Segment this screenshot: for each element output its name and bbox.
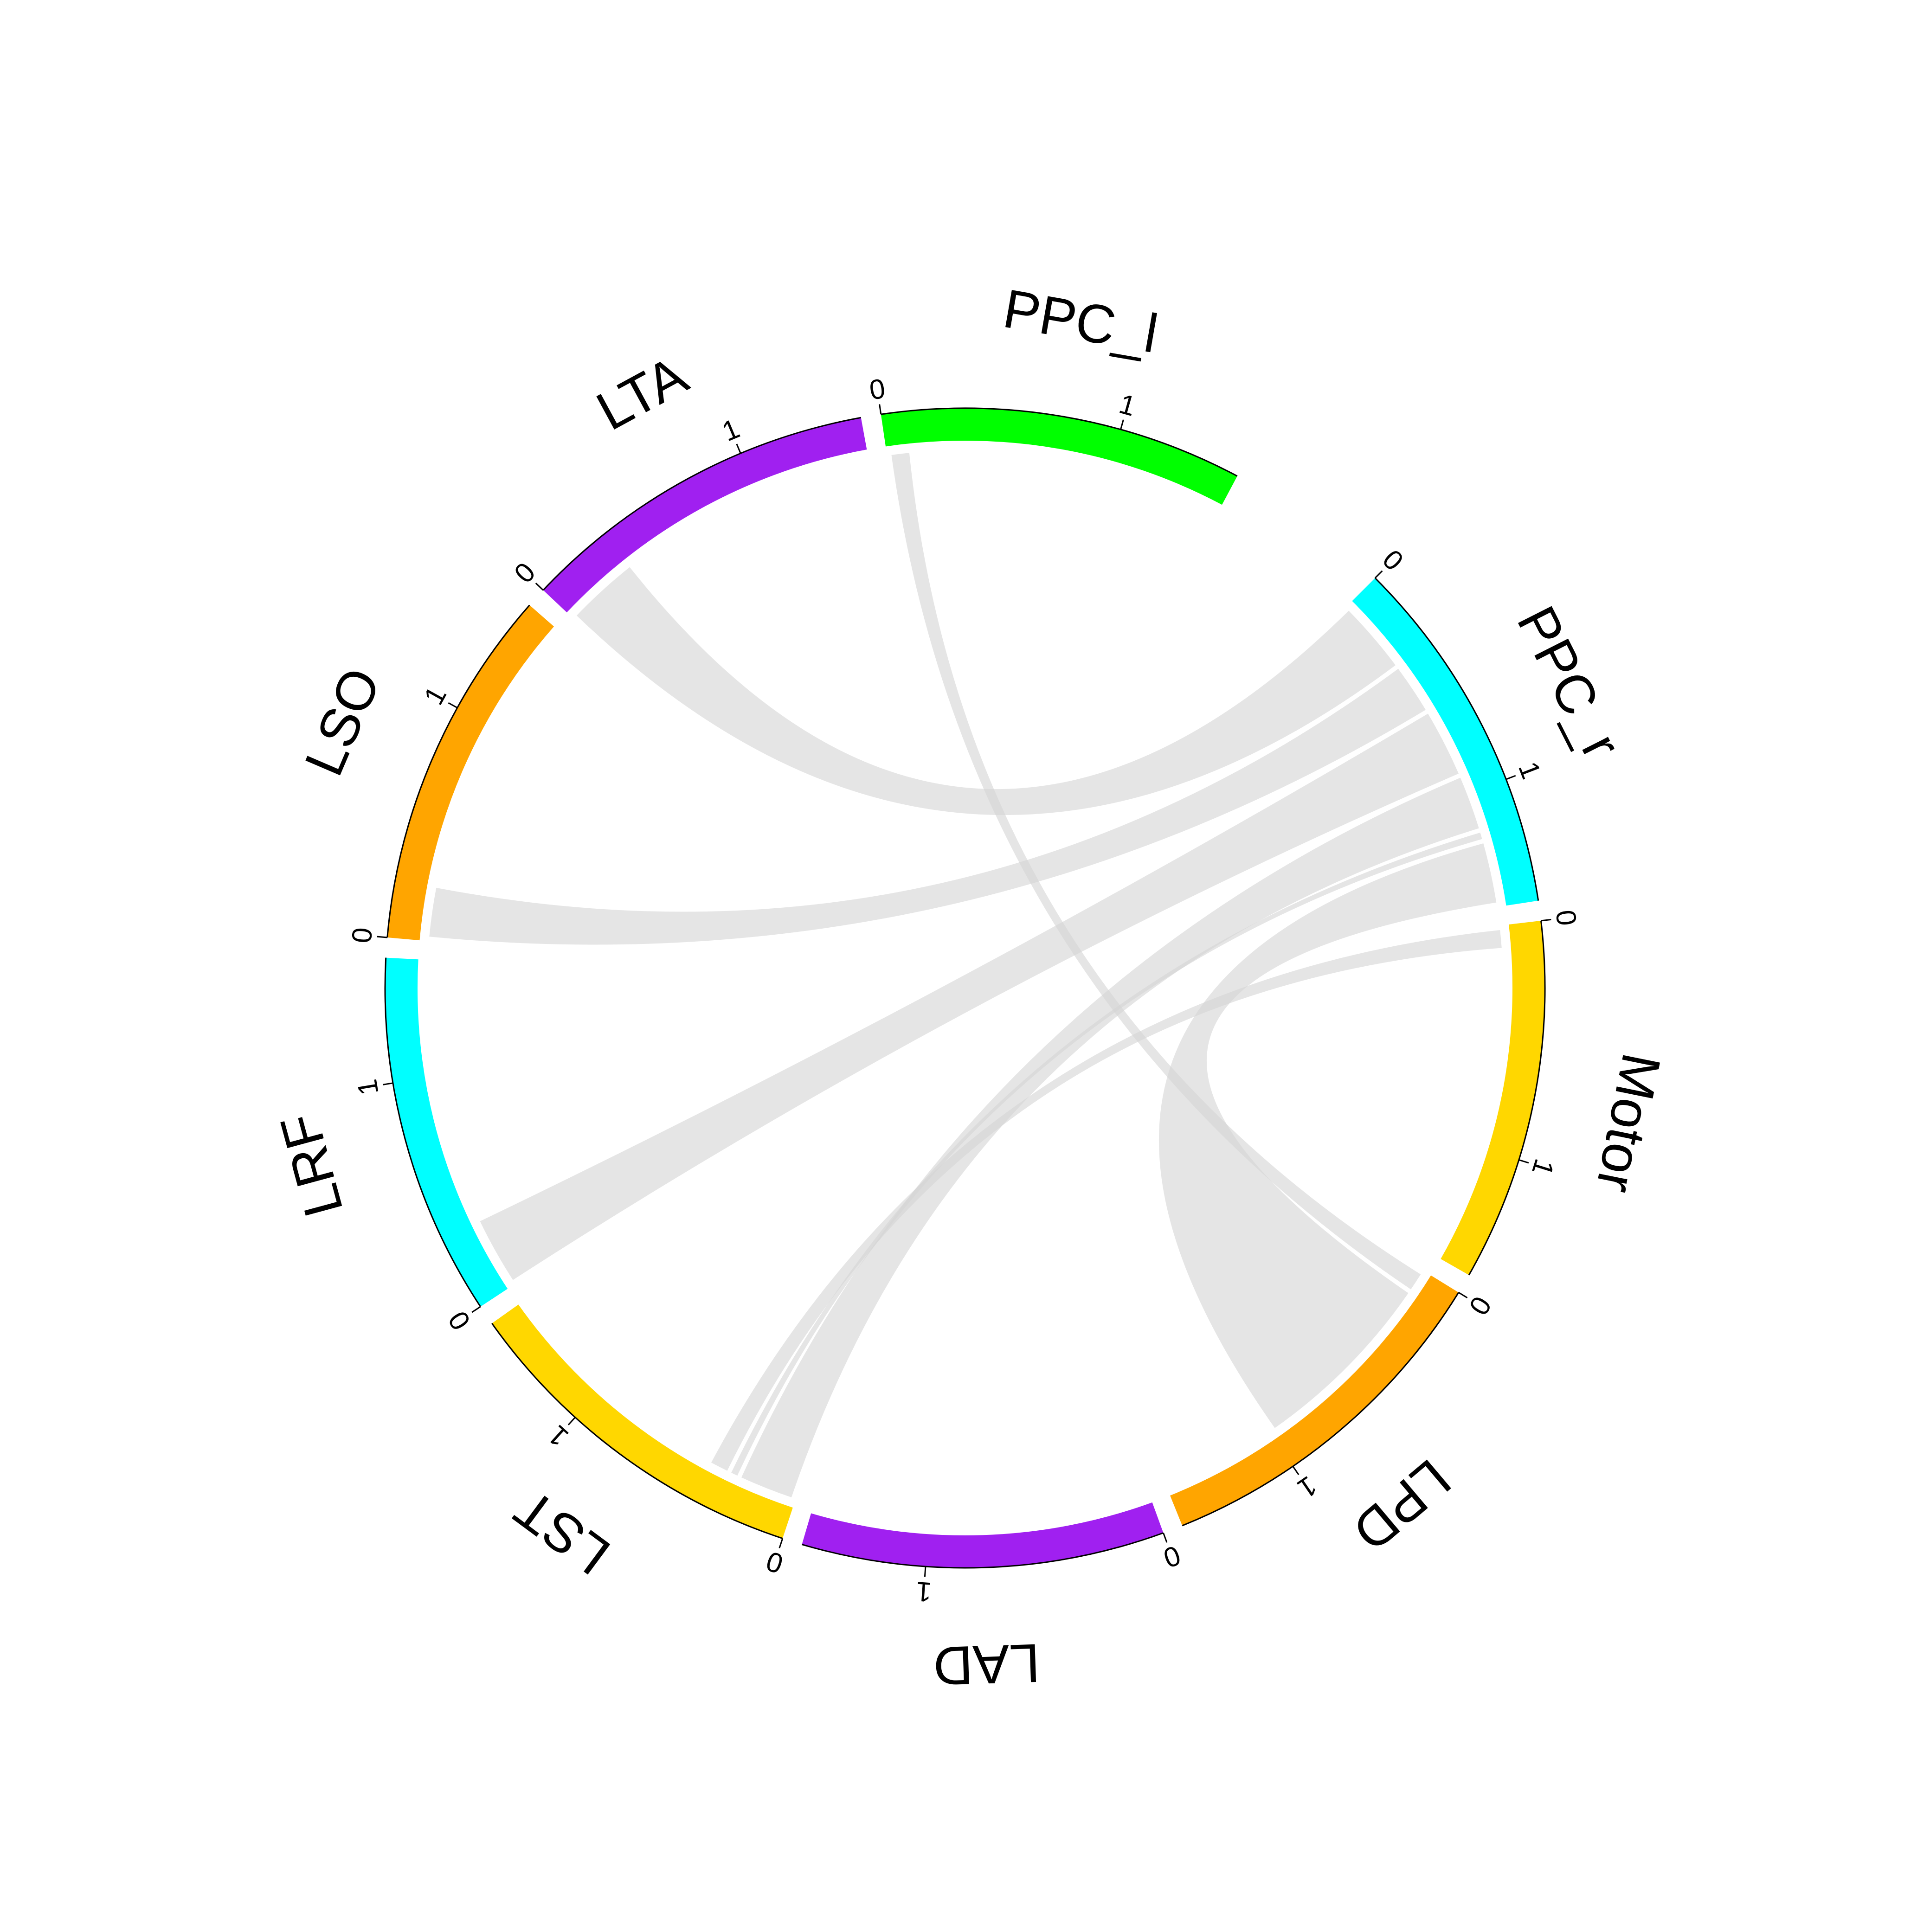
tick-label: 1 [915, 1576, 933, 1608]
link-ppc-r-lta [576, 567, 1396, 815]
tick-mark [1292, 1466, 1300, 1476]
sector-lta [543, 417, 867, 613]
tick-mark [567, 1417, 576, 1425]
sector-axis-line [1468, 920, 1546, 1276]
sector-label-ppc-r: PPC_r [1505, 597, 1633, 769]
tick-mark [448, 702, 458, 709]
sector-label-lst: LST [504, 1477, 621, 1586]
sector-lso [387, 605, 554, 941]
sector-ppc-r [1352, 578, 1538, 906]
sector-axis-line [386, 604, 530, 938]
tick-mark [736, 443, 741, 454]
link-lpd-ppc-r [1158, 843, 1497, 1428]
tick-mark [535, 583, 544, 591]
sector-axis-line [881, 407, 1238, 477]
tick-label: 0 [442, 1306, 476, 1336]
tick-label: 1 [1116, 388, 1139, 422]
sector-lst [492, 1304, 793, 1539]
tick-label: 1 [1526, 1155, 1560, 1180]
tick-mark [1120, 419, 1124, 430]
sectors-layer [385, 408, 1545, 1568]
tick-label: 1 [1512, 757, 1547, 783]
tick-label: 0 [1463, 1291, 1498, 1321]
link-ppc-r-lst [741, 777, 1479, 1498]
link-ppc-r-lso [429, 668, 1426, 945]
sector-ppc-l [881, 408, 1237, 505]
tick-mark [879, 404, 882, 415]
tick-mark [471, 1306, 481, 1313]
tick-mark [1505, 775, 1516, 780]
tick-mark [778, 1538, 784, 1548]
sector-lad [802, 1502, 1164, 1568]
tick-label: 0 [346, 926, 378, 944]
links-layer [429, 453, 1502, 1498]
sector-axis-line [491, 1323, 783, 1539]
tick-label: 1 [418, 681, 452, 710]
sector-label-motor: Motor [1584, 1048, 1672, 1198]
tick-label: 1 [351, 1077, 385, 1098]
tick-mark [1458, 1291, 1468, 1299]
tick-mark [1374, 570, 1383, 579]
tick-mark [1518, 1159, 1529, 1164]
tick-mark [1541, 918, 1551, 922]
sector-axis-line [802, 1532, 1164, 1569]
sector-label-lpd: LPD [1341, 1447, 1462, 1563]
sector-label-lso: LSO [293, 660, 392, 784]
sector-label-lta: LTA [587, 344, 697, 442]
link-ppc-r-lrf [480, 713, 1459, 1280]
sector-label-ppc-l: PPC_l [999, 278, 1162, 365]
sector-lpd [1170, 1275, 1459, 1526]
sector-axis-line [542, 417, 862, 591]
sector-axis-line [384, 957, 481, 1307]
tick-label: 0 [1159, 1540, 1184, 1574]
tick-label: 0 [762, 1545, 787, 1579]
tick-mark [1163, 1533, 1168, 1543]
sector-lrf [385, 957, 508, 1307]
sector-axis-line [1374, 578, 1539, 901]
sector-axis-line [1182, 1292, 1460, 1527]
tick-label: 0 [868, 373, 888, 406]
tick-label: 0 [1550, 908, 1583, 927]
sector-motor [1441, 920, 1545, 1275]
tick-label: 1 [1292, 1470, 1322, 1504]
sector-label-lrf: LRF [269, 1107, 355, 1223]
sector-label-lad: LAD [933, 1632, 1041, 1696]
tick-label: 1 [718, 413, 744, 448]
tick-mark [382, 1082, 393, 1085]
